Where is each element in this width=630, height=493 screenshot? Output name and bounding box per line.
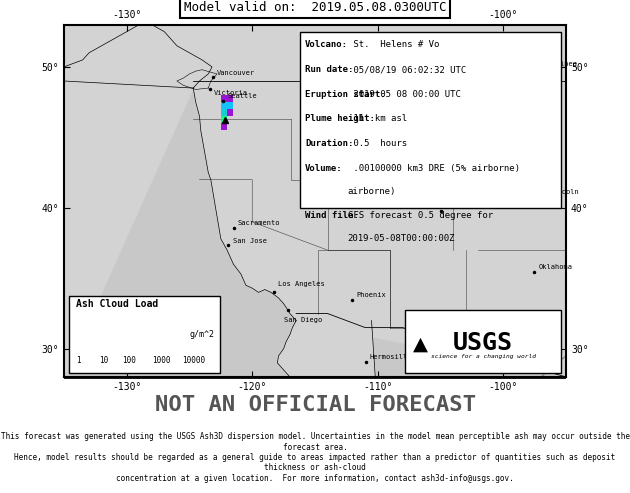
- Text: Wind file:: Wind file:: [305, 211, 358, 220]
- Text: 1: 1: [76, 356, 81, 365]
- Text: This forecast was generated using the USGS Ash3D dispersion model. Uncertainties: This forecast was generated using the US…: [1, 432, 629, 483]
- Text: 2019 05 08 00:00 UTC: 2019 05 08 00:00 UTC: [348, 90, 461, 99]
- Text: Victoria: Victoria: [214, 90, 248, 96]
- Text: Denver: Denver: [445, 204, 471, 210]
- Polygon shape: [64, 25, 566, 377]
- Text: Eruption start:: Eruption start:: [305, 90, 386, 99]
- Text: Volume:: Volume:: [305, 164, 343, 173]
- Text: USGS: USGS: [453, 331, 513, 355]
- Bar: [221, 102, 227, 109]
- Text: GFS forecast 0.5 degree for: GFS forecast 0.5 degree for: [348, 211, 493, 220]
- Text: science for a changing world: science for a changing world: [431, 354, 536, 359]
- Bar: [221, 95, 227, 102]
- Text: San Diego: San Diego: [284, 317, 322, 322]
- Text: Run date:: Run date:: [305, 65, 353, 74]
- Text: 11  km asl: 11 km asl: [348, 114, 407, 123]
- Text: Winnipeg: Winnipeg: [544, 61, 578, 67]
- Bar: [221, 123, 227, 130]
- Text: Oklahoma: Oklahoma: [539, 264, 573, 270]
- Text: Seattle: Seattle: [227, 93, 257, 99]
- Polygon shape: [277, 320, 381, 447]
- FancyBboxPatch shape: [405, 310, 561, 373]
- Text: Sacramento: Sacramento: [238, 220, 280, 226]
- Text: 10000: 10000: [182, 356, 205, 365]
- Text: Vancouver: Vancouver: [217, 70, 256, 76]
- Text: g/m^2: g/m^2: [190, 330, 215, 339]
- Text: ▲: ▲: [413, 335, 428, 353]
- Text: Lincoln: Lincoln: [549, 189, 579, 195]
- Text: Chi: Chi: [411, 360, 424, 366]
- Text: 1000: 1000: [152, 356, 170, 365]
- Text: Volcano:: Volcano:: [305, 40, 348, 49]
- Polygon shape: [64, 25, 212, 88]
- Text: .00100000 km3 DRE (5% airborne): .00100000 km3 DRE (5% airborne): [348, 164, 520, 173]
- Text: Duration:: Duration:: [305, 139, 353, 148]
- Bar: [227, 102, 233, 109]
- Text: airborne): airborne): [348, 187, 396, 196]
- Bar: [221, 116, 227, 123]
- Text: 0.5  hours: 0.5 hours: [348, 139, 407, 148]
- Text: Ash Cloud Load: Ash Cloud Load: [76, 299, 159, 310]
- FancyBboxPatch shape: [69, 296, 220, 373]
- Text: Phoenix: Phoenix: [356, 292, 386, 298]
- Text: El Paso: El Paso: [426, 316, 455, 322]
- Text: 100: 100: [122, 356, 135, 365]
- Bar: [227, 95, 233, 102]
- Text: St.  Helens # Vo: St. Helens # Vo: [348, 40, 439, 49]
- Text: NOT AN OFFICIAL FORECAST: NOT AN OFFICIAL FORECAST: [154, 395, 476, 415]
- Text: 05/08/19 06:02:32 UTC: 05/08/19 06:02:32 UTC: [348, 65, 466, 74]
- Text: 10: 10: [99, 356, 108, 365]
- Bar: [221, 109, 227, 116]
- Polygon shape: [177, 70, 217, 89]
- Text: Plume height:: Plume height:: [305, 114, 375, 123]
- FancyBboxPatch shape: [300, 32, 561, 208]
- Text: San Jose: San Jose: [232, 238, 266, 244]
- Bar: [227, 109, 233, 116]
- Text: Model valid on:  2019.05.08.0300UTC: Model valid on: 2019.05.08.0300UTC: [184, 1, 446, 14]
- Text: Hermosillo: Hermosillo: [370, 354, 412, 360]
- Text: 2019-05-08T00:00:00Z: 2019-05-08T00:00:00Z: [348, 234, 455, 243]
- Text: Los Angeles: Los Angeles: [278, 281, 325, 287]
